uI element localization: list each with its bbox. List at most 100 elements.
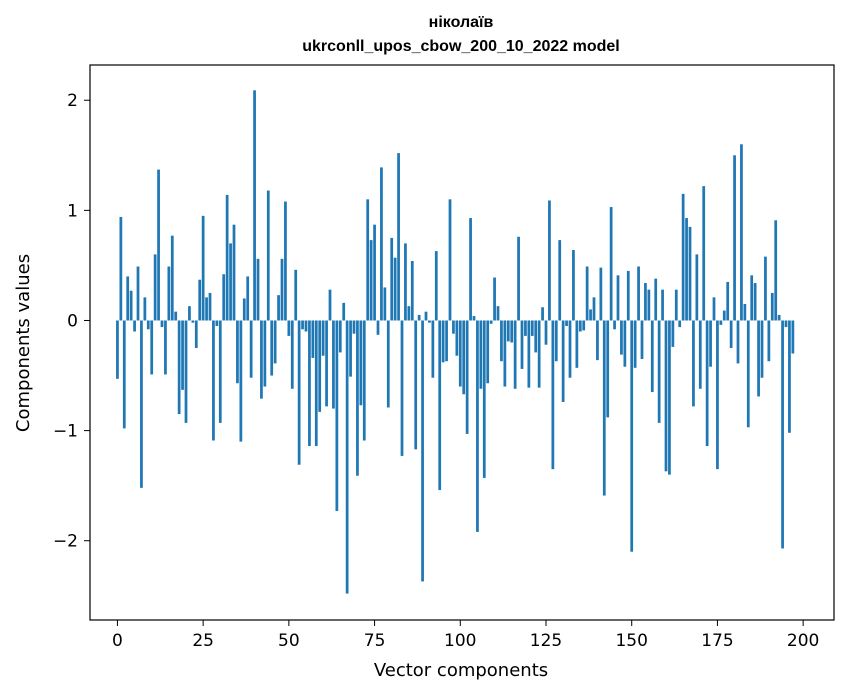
chart-title: ніколаїв [429,14,494,31]
x-axis-ticks: 0 25 50 75 100 125 150 175 200 [112,620,819,651]
bar [304,320,308,332]
x-tick-label: 150 [615,631,647,651]
bar [493,277,496,321]
x-tick-label: 75 [364,631,386,651]
bar [767,320,771,362]
bar [445,320,448,362]
bar [369,240,373,321]
bar [249,320,253,378]
bar [349,320,352,377]
bar [750,275,754,321]
bar [674,289,678,321]
bar [524,320,527,336]
bar [753,283,757,321]
bar [129,290,133,321]
bar [232,224,236,321]
x-tick-label: 125 [530,631,562,651]
bar [414,320,418,450]
bar [376,320,380,335]
bar [462,320,466,395]
bar [506,320,510,342]
bar [122,320,126,429]
bar [170,235,174,321]
bar [510,320,514,343]
y-tick-label: 2 [67,91,78,111]
bar [661,289,664,321]
bar [784,320,788,328]
bar [383,287,387,321]
bar [458,320,462,387]
x-tick-label: 50 [278,631,300,651]
bar [143,297,147,321]
bar [287,320,291,336]
bar [764,256,767,321]
bar [273,320,277,364]
bar [589,309,592,321]
bar [698,320,702,389]
bar [736,320,740,364]
bar [390,237,394,321]
bar [777,314,781,321]
bar [530,320,534,336]
bar [472,316,476,321]
bar [277,295,280,321]
bar [239,320,243,442]
bar [266,190,270,321]
bar [325,320,328,407]
bar [208,292,212,321]
bar [726,281,730,321]
bar [174,311,178,321]
bar [253,90,256,321]
bar [194,320,198,349]
x-tick-label: 200 [787,631,819,651]
bar [201,215,205,321]
bar [160,320,164,328]
bar [517,236,520,321]
bar [424,311,428,321]
bar [572,250,575,321]
bar [582,320,586,331]
bar [338,320,342,353]
bar [568,320,572,378]
bar [318,320,322,412]
bar [311,320,315,358]
bar [609,207,613,321]
bar [146,320,150,330]
bar [620,320,623,355]
bar [548,200,551,321]
bar [359,320,363,406]
bar [393,257,397,321]
bar [476,320,479,532]
bar [191,320,195,323]
bar [469,218,472,321]
bar [321,320,325,356]
bar [685,218,688,321]
bar [229,243,232,321]
x-axis-label: Vector components [374,660,548,681]
bar [407,306,411,321]
bar [290,320,294,389]
bar [164,320,167,375]
bar [688,226,692,321]
bar [242,298,246,321]
bar [455,320,459,356]
bar [356,320,359,476]
bar [184,320,188,423]
x-tick-label: 175 [701,631,733,651]
bar [421,320,424,582]
bar [225,194,229,321]
bar [743,303,747,321]
bar [452,320,455,334]
bar [119,216,123,321]
bar [650,320,654,393]
plot-frame [89,64,835,621]
bar [215,320,219,326]
bar [729,320,733,349]
chart-subtitle: ukrconll_upos_cbow_200_10_2022 model [302,38,619,55]
bar [537,320,541,388]
bar [294,269,298,321]
bar [757,320,760,397]
bar [236,320,239,384]
y-axis-ticks: 2 1 0 −1 −2 [53,91,90,552]
bar [482,320,486,478]
